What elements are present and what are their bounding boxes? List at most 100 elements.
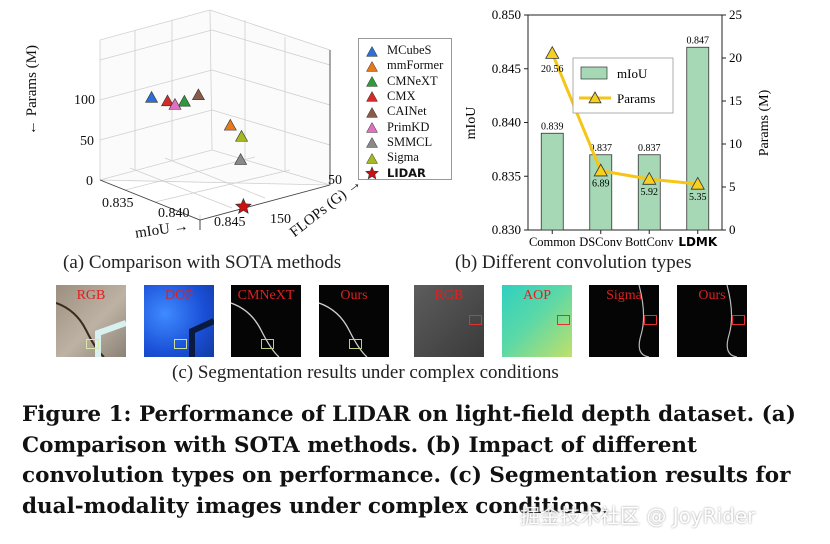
legend-item-sigma: Sigma [365,150,419,165]
seg-image [319,302,368,357]
fig-a-z-tick-50: 50 [328,173,342,188]
y2-axis-label: Params (M) [757,89,772,156]
legend-label: Sigma [387,150,419,165]
triangle-icon [366,106,378,118]
fig-a-y-tick-50: 50 [80,134,94,149]
category-label: DSConv [579,235,623,249]
legend-label: MCubeS [387,43,432,57]
seg-panel-dop: DOP [144,285,214,357]
sota-3d-scatter-chart [99,9,331,230]
point-sigma [235,129,249,142]
fig-a-x-tick-845: 0.845 [214,215,246,230]
seg-panel-sigma: Sigma [589,285,659,357]
params-point [545,45,560,59]
legend-label: PrimKD [387,119,430,134]
y-axis-label: mIoU [464,107,479,140]
zoom-box [732,315,745,325]
seg-panel-label: DOP [164,288,193,303]
legend-item-mcubes: MCubeS [365,43,431,58]
point-cmx [160,94,175,107]
y-tick-label: 0.845 [492,61,521,76]
y2-tick-label: 0 [729,222,736,237]
point-cmnext [177,94,191,107]
seg-panel-label: AOP [522,288,551,303]
fig-b-caption: (b) Different convolution types [455,252,692,273]
zoom-box [86,339,99,349]
triangle-icon [366,121,378,133]
point-primkd [168,97,182,110]
point-smmcl [234,153,248,165]
y2-tick-label: 20 [729,50,742,65]
triangle-icon [366,137,378,148]
legend-swatch-params [588,91,602,104]
legend-label: mmFormer [387,58,444,73]
legend-label: CMX [387,88,416,103]
y-tick-label: 0.840 [492,115,521,130]
category-label: Common [529,235,576,249]
seg-image [638,285,650,357]
category-label: LDMK [678,235,718,249]
params-point [690,176,705,190]
seg-image [231,302,280,357]
watermark: 掘金技术社区 @ JoyRider [520,504,756,528]
zoom-box [174,339,187,349]
star-icon [365,166,379,180]
figure-caption: Figure 1: Performance of LIDAR on light-… [22,402,796,519]
params-value-label: 5.92 [641,187,659,198]
legend-label: CMNeXT [387,73,438,88]
point-lidar [234,197,252,214]
bar-value-label: 0.837 [638,143,661,154]
legend-item-cmx: CMX [365,89,415,104]
seg-panel-label: CMNeXT [237,288,295,303]
seg-image [56,302,126,357]
fig-a-x-tick-840: 0.840 [158,206,190,221]
legend-item-cmnext: CMNeXT [365,74,438,89]
params-value-label: 20.56 [541,64,564,75]
zoom-box [349,339,362,349]
triangle-icon [366,76,378,87]
legend-item-lidar: LIDAR [365,165,426,180]
y-tick-label: 0.830 [492,222,521,237]
legend-item-cainet: CAINet [365,104,427,119]
zoom-box [469,315,482,325]
triangle-icon [366,152,378,164]
legend-label: LIDAR [387,165,426,180]
zoom-box [261,339,274,349]
conv-types-bar-line-chart: 0.830 0.835 0.840 0.845 0.850 0 5 10 15 20 25 mIoU P… [464,7,772,249]
fig-c-caption: (c) Segmentation results under complex c… [172,362,559,383]
triangle-icon [366,91,378,103]
legend-label: SMMCL [387,134,433,149]
legend-label-params: Params [617,91,655,106]
zoom-box [557,315,570,325]
seg-panel-label: Ours [340,288,368,303]
fig-a-z-tick-150: 150 [270,212,291,227]
point-mmformer [223,118,237,131]
y-tick-label: 0.835 [492,168,521,183]
params-point [642,171,657,185]
fig-a-caption: (a) Comparison with SOTA methods [63,252,342,273]
bar-value-label: 0.839 [541,121,564,132]
seg-panel-cmnext: CMNeXT [231,285,301,357]
point-mcubes [145,90,159,103]
seg-panel-rgb: RGB [56,285,126,357]
category-label: BottConv [625,235,674,249]
fig-a-x-tick-835: 0.835 [102,196,134,211]
fig-a-y-label: ← Params (M) [24,45,40,135]
legend-item-smmcl: SMMCL [365,135,432,150]
bar-value-label: 0.847 [687,35,710,46]
y2-tick-label: 25 [729,7,742,22]
seg-panel-label: RGB [76,288,106,303]
params-value-label: 6.89 [592,179,610,190]
seg-panel-rgb: RGB [414,285,484,357]
point-cainet [191,88,205,101]
zoom-box [644,315,657,325]
triangle-icon [366,60,378,72]
fig-a-y-tick-0: 0 [86,174,93,189]
legend-swatch-miou [580,66,608,80]
fig-a-legend: MCubeS mmFormer CMNeXT CMX CAINet PrimKD SMMCL… [358,38,452,180]
bar-value-label: 0.837 [590,143,613,154]
legend-label-miou: mIoU [617,66,648,81]
y2-tick-label: 10 [729,136,742,151]
seg-panel-label: RGB [434,288,464,303]
bar-common [540,132,564,231]
